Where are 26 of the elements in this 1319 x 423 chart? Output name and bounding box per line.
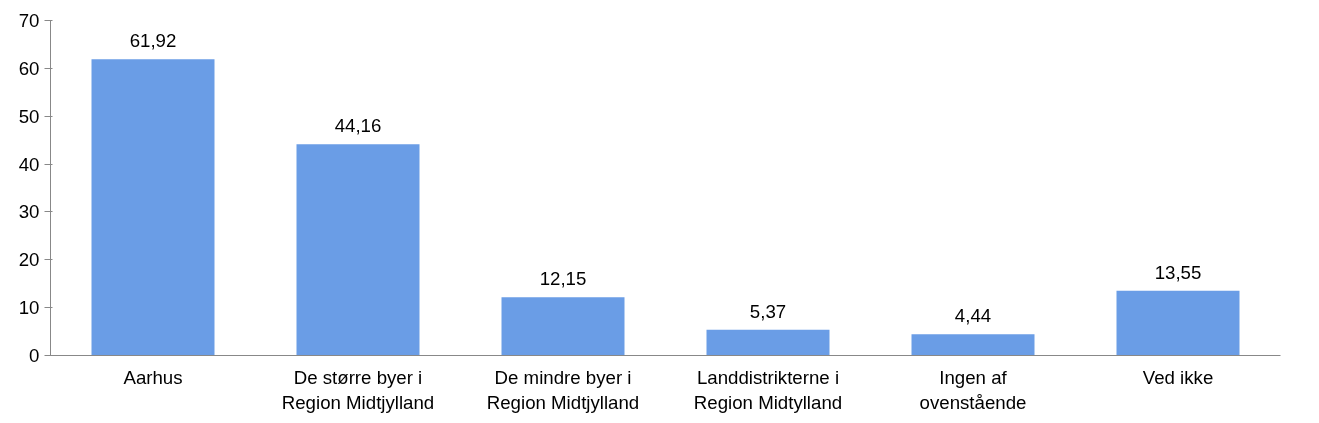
y-tick-label: 70 — [18, 10, 40, 31]
y-tick-label: 30 — [18, 201, 40, 223]
y-tick-label: 50 — [18, 105, 40, 127]
bar — [911, 334, 1035, 356]
x-tick-label: Aarhus — [123, 366, 183, 388]
x-tick-label: Ved ikke — [1142, 366, 1214, 388]
data-label: 4,44 — [954, 305, 992, 327]
x-tick-label: De større byer i Region Midtjylland — [281, 366, 435, 413]
bar — [1116, 290, 1240, 356]
data-label: 44,16 — [334, 115, 382, 137]
x-tick-label: Landdistrikterne i Region Midtylland — [693, 366, 843, 413]
y-tick-label: 10 — [18, 297, 40, 319]
data-label: 61,92 — [129, 30, 177, 52]
bar — [91, 59, 215, 356]
data-label: 12,15 — [539, 268, 587, 290]
y-tick-label: 0 — [29, 345, 40, 366]
y-tick-label: 20 — [18, 249, 40, 271]
data-label: 5,37 — [749, 300, 787, 322]
data-label: 13,55 — [1154, 261, 1202, 283]
x-tick-label: Ingen af ovenstående — [919, 366, 1027, 413]
x-tick-label: De mindre byer i Region Midtjylland — [486, 366, 640, 413]
y-tick-label: 60 — [18, 57, 40, 79]
bar — [296, 144, 420, 356]
bar — [706, 329, 830, 356]
bar — [501, 297, 625, 356]
y-tick-label: 40 — [18, 153, 40, 175]
